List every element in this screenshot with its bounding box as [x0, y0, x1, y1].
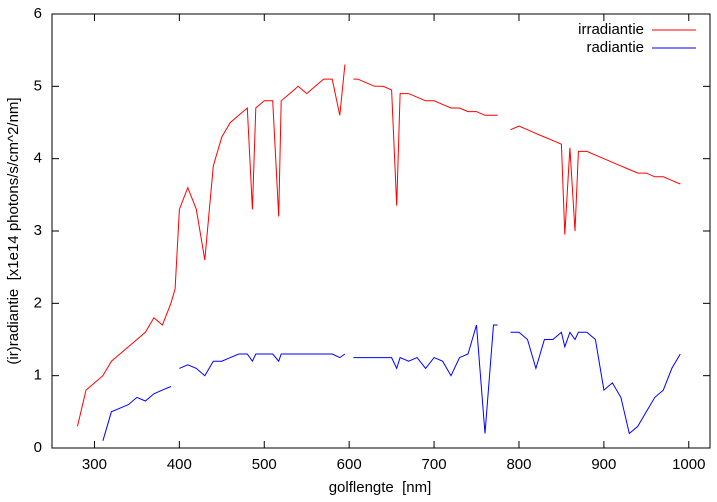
y-tick-label: 3: [34, 222, 42, 239]
legend-label: radiantie: [586, 39, 644, 56]
x-tick-label: 800: [506, 456, 531, 473]
y-tick-label: 5: [34, 77, 42, 94]
y-tick-label: 6: [34, 5, 42, 22]
x-tick-label: 900: [591, 456, 616, 473]
data-line: [102, 324, 681, 441]
legend-label: irradiantie: [578, 21, 644, 38]
y-tick-label: 0: [34, 439, 42, 456]
x-tick-label: 600: [337, 456, 362, 473]
data-line: [77, 64, 681, 427]
x-tick-label: 300: [82, 456, 107, 473]
x-tick-label: 400: [167, 456, 192, 473]
plot-frame: [51, 13, 711, 449]
y-tick-label: 2: [34, 294, 42, 311]
x-tick-label: 700: [422, 456, 447, 473]
y-tick-label: 1: [34, 367, 42, 384]
y-tick-label: 4: [34, 150, 42, 167]
x-tick-label: 1000: [672, 456, 705, 473]
x-tick-label: 500: [252, 456, 277, 473]
y-axis-label: (ir)radiantie [x1e14 photons/s/cm^2/nm]: [5, 97, 22, 364]
x-axis-label: golflengte [nm]: [329, 479, 432, 496]
